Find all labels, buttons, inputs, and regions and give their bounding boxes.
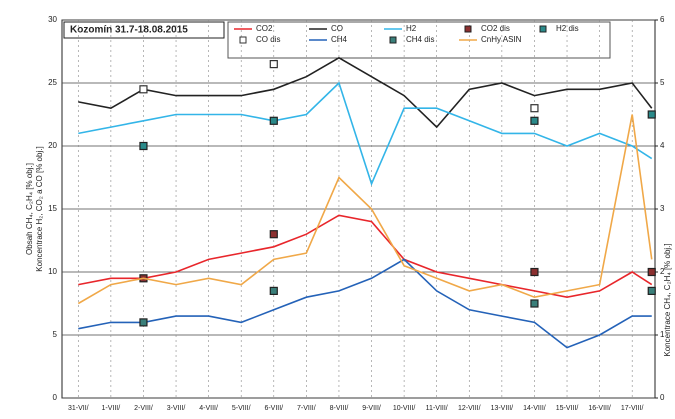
- y-axis-label: Koncentrace H₂, CO₂ a CO [% obj.]: [35, 146, 44, 271]
- data-marker: [531, 300, 538, 307]
- y-tick-label: 0: [53, 393, 58, 402]
- x-tick-label: 5-VIII/: [232, 405, 251, 412]
- y-tick-label: 20: [48, 141, 57, 150]
- legend-marker: [240, 37, 246, 43]
- y2-tick-label: 2: [660, 267, 665, 276]
- y2-axis-label: Koncentrace CH₄, C₂H₄ [% obj.]: [663, 243, 672, 356]
- y-tick-label: 25: [48, 78, 57, 87]
- data-line: [78, 259, 651, 347]
- legend-marker: [390, 37, 396, 43]
- data-marker: [531, 105, 538, 112]
- data-marker: [270, 231, 277, 238]
- y-axis-label-2: Obsah CH₄, C₂H₄ [% obj.]: [25, 163, 34, 255]
- y2-tick-label: 0: [660, 393, 665, 402]
- x-tick-label: 11-VIII/: [426, 405, 448, 412]
- y2-tick-label: 1: [660, 330, 665, 339]
- x-tick-label: 17-VIII/: [621, 405, 644, 412]
- legend-label: CO2 dis: [481, 24, 510, 33]
- x-tick-label: 13-VIII/: [491, 405, 514, 412]
- data-marker: [648, 111, 655, 118]
- x-tick-label: 6-VIII/: [264, 405, 283, 412]
- data-marker: [648, 269, 655, 276]
- x-tick-label: 4-VIII/: [199, 405, 218, 412]
- x-tick-label: 10-VIII/: [393, 405, 416, 412]
- legend-label: CO dis: [256, 35, 280, 44]
- data-marker: [270, 287, 277, 294]
- data-marker: [140, 319, 147, 326]
- x-tick-label: 14-VIII/: [523, 405, 546, 412]
- data-marker: [270, 117, 277, 124]
- legend-label: CH4: [331, 35, 348, 44]
- y-tick-label: 10: [48, 267, 57, 276]
- legend-label: CnHy ASIN: [481, 35, 522, 44]
- y2-tick-label: 6: [660, 15, 665, 24]
- data-marker: [270, 61, 277, 68]
- x-tick-label: 1-VIII/: [102, 405, 121, 412]
- data-marker: [531, 117, 538, 124]
- legend-label: CH4 dis: [406, 35, 434, 44]
- y2-tick-label: 4: [660, 141, 665, 150]
- x-tick-label: 9-VIII/: [362, 405, 381, 412]
- data-line: [78, 83, 651, 184]
- legend-marker: [540, 26, 546, 32]
- x-tick-label: 3-VIII/: [167, 405, 186, 412]
- data-marker: [140, 143, 147, 150]
- y2-tick-label: 5: [660, 78, 665, 87]
- x-tick-label: 2-VIII/: [134, 405, 153, 412]
- data-line: [78, 215, 651, 297]
- y2-tick-label: 3: [660, 204, 665, 213]
- x-tick-label: 7-VIII/: [297, 405, 316, 412]
- x-tick-label: 8-VIII/: [330, 405, 349, 412]
- legend-label: H2 dis: [556, 24, 579, 33]
- x-tick-label: 15-VIII/: [556, 405, 579, 412]
- legend-label: CO2: [256, 24, 273, 33]
- x-tick-label: 12-VIII/: [458, 405, 481, 412]
- data-marker: [140, 86, 147, 93]
- x-tick-label: 31-VII/: [68, 405, 89, 412]
- y-tick-label: 5: [53, 330, 58, 339]
- y-tick-label: 30: [48, 15, 57, 24]
- x-tick-label: 16-VIII/: [588, 405, 611, 412]
- legend-label: H2: [406, 24, 417, 33]
- data-marker: [648, 287, 655, 294]
- legend-label: CO: [331, 24, 343, 33]
- y-tick-label: 15: [48, 204, 57, 213]
- legend-marker: [465, 26, 471, 32]
- data-marker: [531, 269, 538, 276]
- chart-title: Kozomín 31.7-18.08.2015: [70, 25, 188, 36]
